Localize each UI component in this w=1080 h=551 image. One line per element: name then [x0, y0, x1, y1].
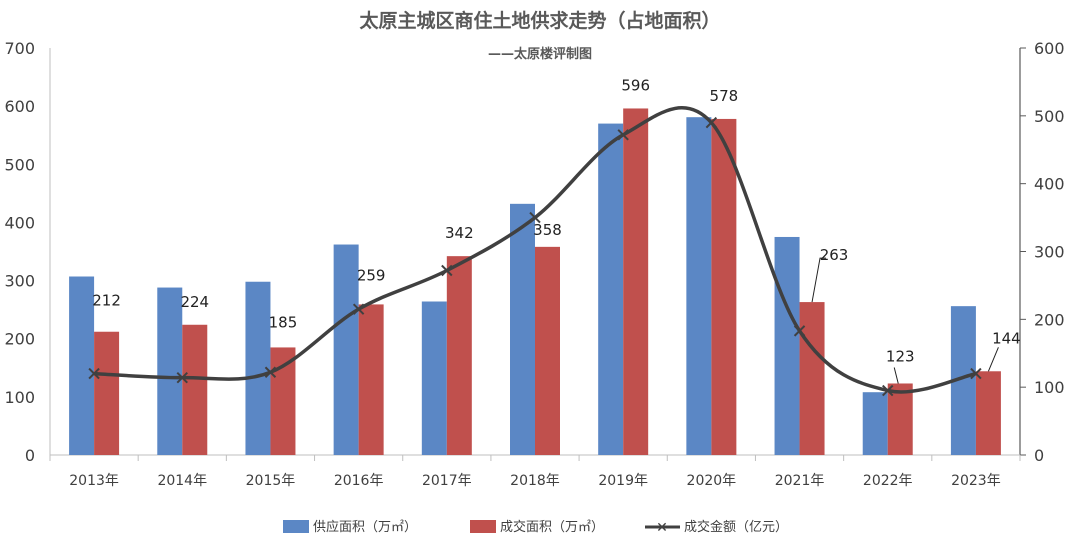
y-left-tick-label: 200	[4, 330, 35, 349]
y-right-tick-label: 200	[1034, 310, 1065, 329]
x-tick-label: 2021年	[775, 473, 825, 489]
bar-deal	[623, 108, 649, 456]
bar-deal	[975, 371, 1001, 455]
legend: 供应面积（万㎡） 成交面积（万㎡） ✕ 成交金额（亿元）	[283, 519, 788, 536]
amount-point-marker	[441, 264, 453, 277]
y-right-tick-label: 500	[1034, 107, 1065, 126]
y-left-tick-label: 0	[25, 446, 35, 465]
data-label-leader	[893, 367, 899, 384]
bar-supply	[598, 123, 624, 455]
deal-data-label: 578	[710, 87, 739, 105]
amount-point-marker	[176, 371, 188, 384]
amount-point-marker	[793, 325, 806, 337]
amount-point-marker	[705, 116, 718, 129]
deal-data-label: 212	[92, 292, 121, 310]
x-tick-label: 2020年	[687, 473, 737, 489]
y-left-tick-label: 300	[4, 272, 35, 291]
x-tick-label: 2013年	[69, 473, 119, 489]
y-right-tick-label: 600	[1034, 39, 1065, 58]
deal-data-label: 263	[820, 246, 849, 264]
bar-deal	[182, 324, 208, 455]
legend-marker-amount: ✕	[656, 520, 668, 536]
y-left-tick-label: 600	[4, 97, 35, 116]
amount-point-marker	[264, 366, 277, 378]
x-tick-label: 2016年	[334, 473, 384, 489]
bar-supply	[686, 117, 712, 455]
deal-data-label: 596	[621, 76, 650, 94]
bars	[69, 108, 1001, 456]
bar-deal	[799, 302, 825, 455]
amount-point-marker	[882, 384, 894, 397]
x-tick-label: 2022年	[863, 473, 913, 489]
bar-deal	[535, 246, 560, 455]
x-tick-label: 2014年	[157, 473, 207, 489]
x-tick-label: 2018年	[510, 473, 560, 489]
legend-label-deal: 成交面积（万㎡）	[500, 519, 604, 535]
deal-data-label: 144	[992, 329, 1021, 347]
bar-deal	[711, 118, 737, 455]
y-left-tick-label: 700	[4, 39, 35, 58]
deal-data-label: 342	[445, 224, 474, 242]
y-left-tick-label: 100	[4, 388, 35, 407]
bar-deal	[94, 331, 120, 455]
bar-supply	[421, 301, 447, 455]
amount-line	[88, 106, 982, 397]
y-right-tick-label: 0	[1034, 446, 1044, 465]
legend-swatch-deal	[470, 520, 496, 533]
amount-point-marker	[617, 129, 629, 141]
amount-point-marker	[970, 367, 982, 380]
deal-data-label: 224	[180, 293, 209, 311]
deal-data-label: 259	[357, 266, 386, 284]
x-tick-label: 2017年	[422, 473, 472, 489]
bar-supply	[774, 236, 800, 455]
y-right-tick-label: 100	[1034, 378, 1065, 397]
bar-supply	[333, 244, 359, 455]
bar-deal	[270, 347, 296, 455]
deal-data-label: 123	[886, 347, 915, 365]
bar-supply	[510, 203, 535, 455]
data-label-leader	[987, 347, 999, 372]
legend-label-amount: 成交金额（亿元）	[684, 519, 788, 535]
x-tick-label: 2015年	[246, 473, 296, 489]
legend-swatch-supply	[283, 520, 309, 533]
legend-label-supply: 供应面积（万㎡）	[313, 519, 417, 535]
data-labels: 212 224 185 259 342 358 596 578 263 123 144	[92, 76, 1021, 384]
amount-point-marker	[88, 367, 100, 380]
y-right-tick-label: 300	[1034, 243, 1065, 262]
bar-deal	[446, 256, 472, 455]
amount-point-marker	[352, 303, 365, 315]
chart-title: 太原主城区商住土地供求走势（占地面积）	[359, 9, 720, 32]
amount-line-path	[94, 106, 977, 394]
bar-deal	[358, 304, 384, 455]
x-tick-label: 2019年	[598, 473, 648, 489]
y-left-tick-label: 400	[4, 213, 35, 232]
chart-subtitle: ——太原楼评制图	[488, 46, 592, 62]
x-tick-label: 2023年	[951, 473, 1001, 489]
bar-supply	[862, 392, 888, 455]
deal-data-label: 185	[269, 313, 298, 331]
bar-supply	[69, 276, 95, 455]
y-right-tick-label: 400	[1034, 175, 1065, 194]
bar-supply	[157, 287, 183, 455]
data-label-leader	[811, 257, 827, 303]
axes: 0 100 200 300 400 500 600 700 0 100 200 300 400 500 60…	[4, 39, 1064, 489]
deal-data-label: 358	[533, 221, 562, 239]
y-left-tick-label: 500	[4, 155, 35, 174]
amount-point-marker	[529, 211, 541, 224]
